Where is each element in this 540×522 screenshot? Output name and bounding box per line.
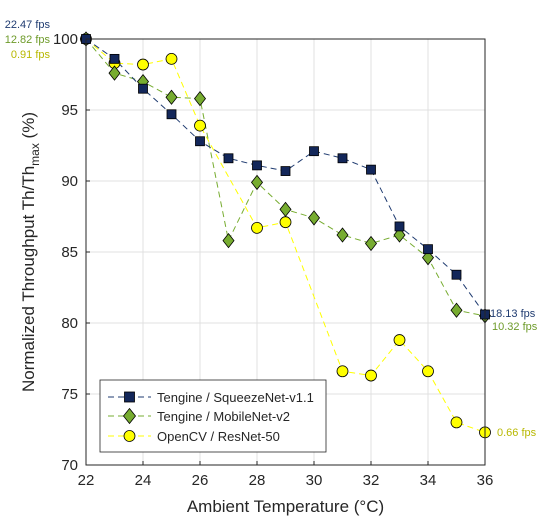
- data-point-resnet: [194, 119, 206, 132]
- data-point-squeezenet: [394, 221, 405, 232]
- data-point-squeezenet: [366, 164, 376, 175]
- x-tick-label: 22: [78, 472, 95, 489]
- y-tick-label: 75: [61, 386, 78, 403]
- data-point-mobilenet: [250, 174, 264, 191]
- legend-marker-square: [124, 391, 135, 403]
- data-point-resnet: [393, 334, 406, 346]
- x-tick-label: 36: [477, 472, 494, 489]
- x-tick-label: 34: [420, 472, 437, 489]
- data-point-squeezenet: [423, 244, 433, 255]
- data-point-mobilenet: [279, 201, 292, 218]
- mobilenet-start-fps: 12.82 fps: [5, 34, 51, 46]
- x-tick-label: 28: [249, 472, 266, 489]
- legend-box: [99, 379, 327, 453]
- x-tick-label: 32: [363, 472, 380, 489]
- y-tick-label: 90: [61, 173, 78, 190]
- legend: Tengine / SqueezeNet-v1.1 Tengine / Mobi…: [99, 379, 327, 453]
- data-point-mobilenet: [336, 227, 349, 243]
- x-axis-label: Ambient Temperature (°C): [187, 497, 384, 516]
- legend-entry-squeezenet: Tengine / SqueezeNet-v1.1: [108, 390, 314, 405]
- y-axis-label-unit: (%): [19, 112, 38, 143]
- data-point-mobilenet: [364, 235, 378, 252]
- data-point-squeezenet: [166, 109, 177, 120]
- x-tick-label: 24: [135, 472, 152, 489]
- data-point-resnet: [450, 416, 463, 429]
- data-point-squeezenet: [223, 153, 234, 164]
- data-point-squeezenet: [309, 146, 319, 157]
- data-point-mobilenet: [450, 302, 463, 318]
- data-point-mobilenet: [193, 90, 207, 107]
- legend-label-squeezenet: Tengine / SqueezeNet-v1.1: [157, 390, 314, 405]
- data-point-squeezenet: [252, 160, 262, 171]
- y-axis-label-main: Normalized Throughput Th/Th: [19, 166, 38, 392]
- data-point-resnet: [336, 365, 349, 378]
- data-point-resnet: [165, 52, 178, 65]
- data-point-resnet: [279, 216, 292, 229]
- data-point-mobilenet: [307, 210, 321, 226]
- data-point-resnet: [365, 369, 377, 382]
- y-tick-label: 100: [53, 31, 78, 48]
- data-point-squeezenet: [195, 136, 205, 147]
- legend-entry-mobilenet: Tengine / MobileNet-v2: [108, 407, 290, 425]
- y-axis-label: Normalized Throughput Th/Thmax (%): [19, 112, 42, 392]
- legend-marker-circle: [123, 430, 136, 442]
- data-point-resnet: [422, 365, 434, 378]
- mobilenet-end-fps: 10.32 fps: [492, 321, 538, 333]
- data-point-resnet: [137, 58, 149, 71]
- y-tick-label: 95: [61, 102, 78, 119]
- data-point-squeezenet: [337, 153, 348, 164]
- x-tick-label: 26: [192, 472, 209, 489]
- resnet-start-fps: 0.91 fps: [11, 49, 51, 61]
- data-point-mobilenet: [393, 227, 406, 243]
- x-tick-label: 30: [306, 472, 323, 489]
- legend-entry-resnet: OpenCV / ResNet-50: [108, 429, 280, 444]
- legend-label-resnet: OpenCV / ResNet-50: [157, 429, 280, 444]
- legend-marker-diamond: [122, 407, 137, 425]
- resnet-end-fps: 0.66 fps: [497, 427, 537, 439]
- data-point-mobilenet: [421, 250, 435, 266]
- data-point-mobilenet: [165, 89, 178, 105]
- data-point-squeezenet: [109, 53, 120, 64]
- y-tick-label: 85: [61, 244, 78, 261]
- data-point-mobilenet: [222, 232, 235, 249]
- data-point-resnet: [251, 221, 263, 234]
- y-axis-label-subscript: max: [28, 143, 42, 166]
- legend-label-mobilenet: Tengine / MobileNet-v2: [157, 409, 290, 424]
- squeezenet-end-fps: 18.13 fps: [490, 308, 536, 320]
- data-point-squeezenet: [451, 269, 462, 280]
- y-tick-label: 80: [61, 315, 78, 332]
- squeezenet-start-fps: 22.47 fps: [5, 19, 51, 31]
- data-point-mobilenet: [108, 65, 121, 81]
- fps-annotations: 22.47 fps 12.82 fps 0.91 fps 18.13 fps 1…: [5, 19, 538, 439]
- data-point-squeezenet: [280, 166, 291, 176]
- axis-ticks: 22 24 26 28 30 32 34 36 70 75 80 85 90 95 100: [53, 31, 493, 489]
- y-tick-label: 70: [61, 457, 78, 474]
- data-point-squeezenet: [138, 83, 148, 94]
